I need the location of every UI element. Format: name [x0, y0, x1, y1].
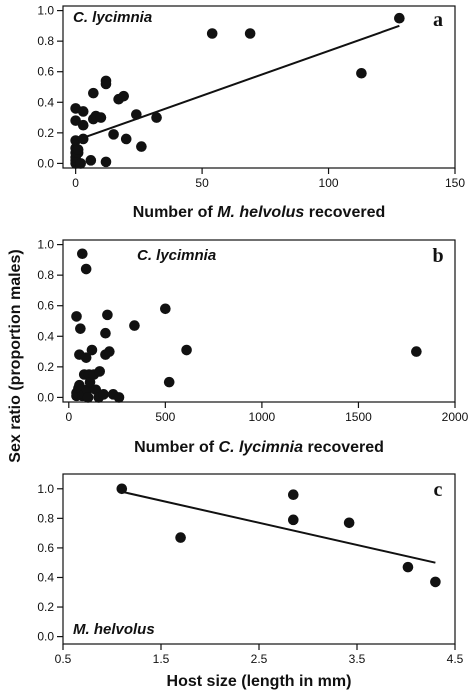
panel-b-data-point [163, 376, 175, 388]
panel-a-data-point [77, 133, 89, 145]
panel-b-letter: b [432, 245, 443, 267]
panel-b-data-point [86, 344, 98, 356]
panel-b-data-point [160, 303, 171, 315]
panel-a-data-point [100, 75, 112, 87]
panel-a-regression-line [75, 24, 400, 142]
panel-b-data-point [100, 327, 111, 339]
panel-a-y-tick-label: 0.8 [37, 34, 54, 48]
panel-a-data-point [394, 12, 405, 24]
panel-b-x-axis-title: Number of C. lycimnia recovered [134, 439, 384, 456]
panel-a-data-point [75, 158, 87, 169]
panel-b-y-tick-label: 0.0 [37, 390, 54, 404]
panel-c-x-tick-label: 4.5 [447, 652, 464, 666]
panel-b-data-point [82, 392, 94, 403]
panel-b-data-point [80, 352, 92, 363]
panel-c: 0.5 1.5 2.5 3.5 4.5 0.0 0.2 0.4 0.6 0.8 1.0 Host si… [37, 473, 464, 690]
panel-a: 0 50 100 150 0.0 0.2 0.4 0.6 0.8 1.0 Number of M. … [37, 4, 465, 221]
panel-a-plot-frame [62, 5, 456, 169]
panel-a-letter: a [433, 9, 443, 31]
panel-c-letter: c [434, 479, 443, 501]
panel-a-data-point [244, 28, 256, 39]
panel-c-x-axis-title: Host size (length in mm) [167, 673, 352, 690]
panel-c-data-point [116, 483, 128, 495]
panel-a-species-label: C. lycimnia [73, 9, 152, 26]
panel-b-x-tick-label: 1000 [249, 410, 276, 424]
panel-b: 0 500 1000 1500 2000 0.0 0.2 0.4 0.6 0.8 1.0 Number… [37, 238, 468, 456]
panel-b-y-tick-label: 0.2 [37, 360, 54, 374]
panel-c-data-point [402, 561, 414, 573]
panel-c-species-label: M. helvolus [73, 621, 155, 638]
panel-a-data-point [88, 87, 99, 99]
panel-c-data-point [175, 532, 186, 543]
panel-c-plot-frame [62, 473, 456, 645]
panel-a-data-point [118, 90, 129, 102]
panel-b-plot-frame [62, 239, 456, 403]
panel-a-x-axis-title: Number of M. helvolus recovered [133, 204, 386, 221]
panel-b-y-tick-label: 0.4 [37, 329, 54, 343]
panel-b-data-point [102, 309, 113, 321]
panel-a-data-point [70, 115, 81, 126]
panel-a-data-point [108, 129, 119, 140]
panel-c-data-point [430, 576, 441, 588]
panel-c-x-tick-label: 2.5 [251, 652, 268, 666]
panel-b-y-tick-label: 0.8 [37, 268, 54, 282]
panel-b-data-point [98, 389, 109, 400]
panel-c-y-tick-label: 0.8 [37, 511, 54, 525]
panel-a-data-point [136, 141, 147, 152]
panel-b-y-tick-label: 1.0 [37, 238, 54, 252]
panel-b-data-point [80, 263, 92, 275]
panel-a-x-tick-label: 100 [319, 176, 339, 190]
panel-b-data-point [104, 346, 115, 357]
panel-a-data-point [72, 144, 84, 155]
panel-a-data-point [77, 106, 89, 117]
panel-a-data-point [85, 155, 97, 166]
panel-c-y-tick-label: 0.4 [37, 570, 54, 584]
panel-a-x-tick-label: 0 [72, 176, 79, 190]
panel-b-x-tick-label: 2000 [442, 410, 469, 424]
panel-c-x-tick-label: 1.5 [153, 652, 170, 666]
panel-b-data-point [94, 366, 105, 377]
panel-c-regression-line [121, 490, 436, 564]
panel-a-data-point [95, 112, 107, 123]
panel-a-y-tick-label: 0.0 [37, 156, 54, 170]
panel-b-data-point [181, 344, 192, 356]
panel-c-x-tick-label: 3.5 [349, 652, 366, 666]
panel-a-data-point [131, 109, 142, 120]
panel-b-data-point [113, 392, 125, 403]
panel-b-data-point [77, 248, 88, 260]
panel-c-data-point [288, 489, 299, 500]
panel-b-species-label: C. lycimnia [137, 247, 216, 264]
panel-b-data-point [75, 323, 86, 334]
panel-b-data-point [411, 346, 422, 357]
panel-c-y-tick-label: 1.0 [37, 482, 54, 496]
panel-a-data-point [151, 112, 162, 123]
panel-a-y-tick-label: 1.0 [37, 4, 54, 18]
panel-b-x-tick-label: 0 [65, 410, 72, 424]
panel-a-x-tick-label: 150 [445, 176, 465, 190]
panel-a-data-point [356, 67, 367, 79]
panel-b-data-point [129, 320, 140, 331]
panel-a-y-tick-label: 0.2 [37, 126, 54, 140]
panel-c-y-tick-label: 0.0 [37, 630, 54, 644]
panel-b-y-tick-label: 0.6 [37, 299, 54, 313]
panel-c-data-point [288, 514, 299, 526]
panel-a-data-point [120, 133, 132, 145]
panel-a-x-tick-label: 50 [195, 176, 209, 190]
panel-c-y-tick-label: 0.2 [37, 600, 54, 614]
panel-c-y-tick-label: 0.6 [37, 541, 54, 555]
panel-b-x-tick-label: 500 [155, 410, 175, 424]
panel-b-x-tick-label: 1500 [345, 410, 372, 424]
panel-a-y-tick-label: 0.4 [37, 95, 54, 109]
panel-a-y-tick-label: 0.6 [37, 65, 54, 79]
panel-a-data-point [77, 119, 89, 131]
panel-b-data-point [71, 311, 82, 322]
panel-a-data-point [206, 28, 218, 39]
panel-c-x-tick-label: 0.5 [55, 652, 72, 666]
panel-a-data-point [100, 156, 112, 168]
shared-y-axis-title: Sex ratio (proportion males) [7, 249, 24, 462]
panel-c-data-point [343, 517, 355, 529]
